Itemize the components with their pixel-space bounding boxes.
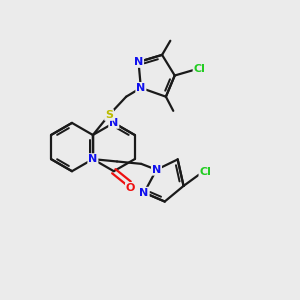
Text: N: N <box>152 165 161 175</box>
Text: O: O <box>126 183 135 193</box>
Text: Cl: Cl <box>200 167 211 177</box>
Text: N: N <box>88 154 98 164</box>
Text: Cl: Cl <box>194 64 206 74</box>
Text: S: S <box>105 110 113 120</box>
Text: N: N <box>140 188 149 198</box>
Text: N: N <box>109 118 119 128</box>
Text: N: N <box>136 83 146 93</box>
Text: N: N <box>134 57 143 67</box>
